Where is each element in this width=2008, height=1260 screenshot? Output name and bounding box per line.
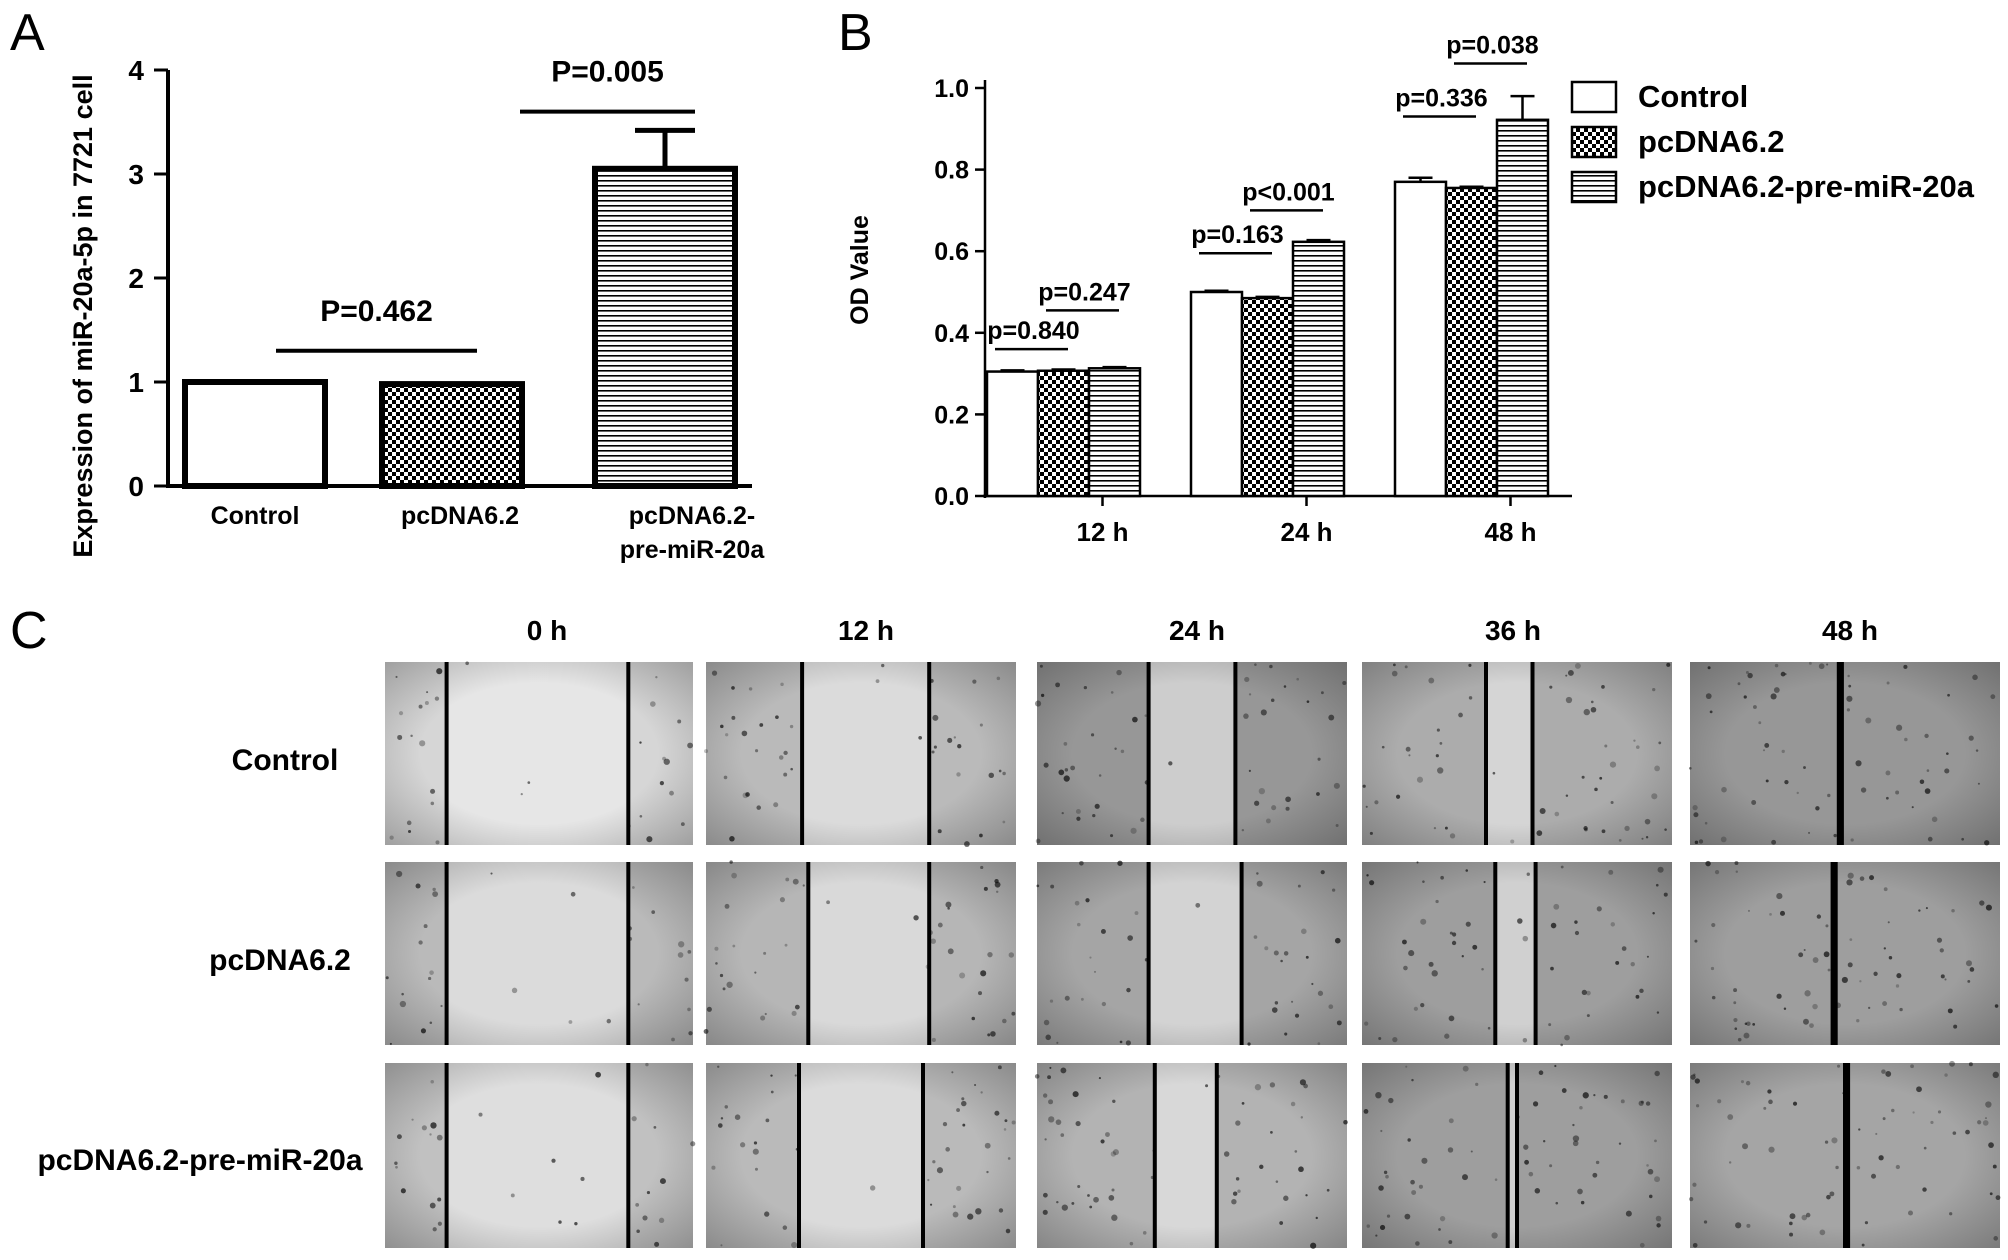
chart-b-significance-label: p=0.336 <box>1395 85 1487 113</box>
micrograph <box>706 1063 1016 1249</box>
micrograph-vignette <box>1690 662 2000 845</box>
chart-b-legend-swatch <box>1570 125 1618 159</box>
micrograph <box>1690 860 2000 1045</box>
chart-b-bar <box>1393 180 1448 498</box>
time-point-label: 36 h <box>1485 615 1541 646</box>
chart-b-legend-swatch <box>1570 80 1618 114</box>
chart-b-significance-label: p=0.163 <box>1191 221 1283 249</box>
micrograph-vignette <box>385 662 693 845</box>
chart-a-y-tick-label: 4 <box>128 55 144 86</box>
micrograph <box>1362 861 1672 1047</box>
chart-b-bar <box>1087 367 1142 498</box>
chart-b-bar <box>1036 369 1091 498</box>
chart-b-bar <box>1291 240 1346 498</box>
micrograph-vignette <box>1362 862 1672 1045</box>
chart-a-y-axis-label: Expression of miR-20a-5p in 7721 cell <box>68 74 98 557</box>
chart-b-y-axis-label: OD Value <box>846 215 874 325</box>
chart-b-significance-label: p<0.001 <box>1242 178 1335 206</box>
time-point-label: 48 h <box>1822 615 1878 646</box>
time-point-label: 12 h <box>838 615 894 646</box>
micrograph-vignette <box>1690 862 2000 1045</box>
chart-a-x-tick-label: pcDNA6.2 <box>401 502 519 530</box>
micrograph <box>1362 1063 1672 1248</box>
chart-b-y-tick-label: 0.8 <box>934 157 969 185</box>
micrograph <box>703 860 1016 1045</box>
micrograph-vignette <box>1362 662 1672 845</box>
chart-b-bar <box>1240 296 1295 498</box>
chart-a-bar <box>182 379 328 489</box>
chart-b-y-tick-label: 0.6 <box>934 238 969 266</box>
micrograph-vignette <box>385 862 693 1045</box>
micrograph <box>1689 1060 2001 1248</box>
chart-b-significance-label: p=0.840 <box>987 317 1079 345</box>
micrograph <box>1362 662 1672 845</box>
micrograph <box>1036 860 1347 1046</box>
chart-a-y-tick-label: 2 <box>128 263 144 294</box>
condition-label: Control <box>232 744 339 777</box>
chart-b-significance-label: p=0.247 <box>1038 278 1130 306</box>
condition-label: pcDNA6.2-pre-miR-20a <box>37 1144 362 1177</box>
chart-b-legend-swatch <box>1570 170 1618 204</box>
micrograph-vignette <box>706 662 1016 845</box>
chart-a-significance-label: P=0.462 <box>320 295 433 328</box>
panel-label-c: C <box>10 602 48 660</box>
chart-a-x-tick-label: Control <box>211 502 300 530</box>
chart-b-x-tick-label: 48 h <box>1484 517 1536 547</box>
chart-a-y-tick-label: 3 <box>128 159 144 190</box>
chart-a-x-tick-label: pcDNA6.2- <box>629 502 755 530</box>
micrograph <box>385 661 694 845</box>
chart-a-bar <box>592 165 738 490</box>
micrograph <box>1688 661 2000 846</box>
chart-b-y-tick-label: 1.0 <box>934 75 969 103</box>
chart-b-y-tick-label: 0.4 <box>934 320 969 348</box>
chart-a: Expression of miR-20a-5p in 7721 cell 0 1… <box>68 55 765 564</box>
chart-b-bar <box>1495 118 1550 498</box>
chart-a-y-tick-label: 0 <box>128 471 144 502</box>
panel-label-a: A <box>10 4 45 62</box>
micrograph <box>385 1062 696 1248</box>
chart-b-x-tick-label: 24 h <box>1280 517 1332 547</box>
micrograph-vignette <box>1037 1063 1347 1248</box>
chart-b: OD Value 0.0 0.2 0.4 0.6 0.8 1.0 12 h 24 h 48 h p… <box>846 32 1975 547</box>
chart-b-y-tick-label: 0.2 <box>934 401 969 429</box>
chart-b-legend-label: pcDNA6.2 <box>1638 124 1784 159</box>
micrograph-vignette <box>1037 662 1347 845</box>
panel-c: 0 h 12 h 24 h 36 h 48 h Control pcDNA6.2 pcDNA6… <box>37 615 2001 1249</box>
chart-b-bar <box>1189 290 1244 498</box>
time-point-label: 0 h <box>527 615 567 646</box>
chart-b-bar <box>985 370 1040 498</box>
condition-label: pcDNA6.2 <box>209 944 351 977</box>
panel-label-b: B <box>838 4 873 62</box>
micrograph <box>704 662 1016 847</box>
time-point-label: 24 h <box>1169 615 1225 646</box>
chart-b-significance-label: p=0.038 <box>1446 32 1539 60</box>
chart-a-significance-label: P=0.005 <box>551 56 664 89</box>
micrograph <box>1034 1063 1348 1249</box>
chart-b-y-tick-label: 0.0 <box>934 483 969 511</box>
micrograph <box>385 862 693 1045</box>
chart-b-bar <box>1444 186 1499 498</box>
chart-b-x-tick-label: 12 h <box>1076 517 1128 547</box>
micrograph <box>1034 662 1347 845</box>
chart-b-legend-label: Control <box>1638 79 1748 114</box>
chart-a-bar <box>379 381 525 489</box>
micrograph-vignette <box>706 1063 1016 1248</box>
micrograph-vignette <box>1037 862 1347 1045</box>
chart-a-x-tick-label: pre-miR-20a <box>620 536 766 564</box>
micrograph-vignette <box>706 862 1016 1045</box>
chart-b-legend-label: pcDNA6.2-pre-miR-20a <box>1638 169 1975 204</box>
micrograph-vignette <box>385 1063 693 1248</box>
chart-a-y-tick-label: 1 <box>128 367 144 398</box>
